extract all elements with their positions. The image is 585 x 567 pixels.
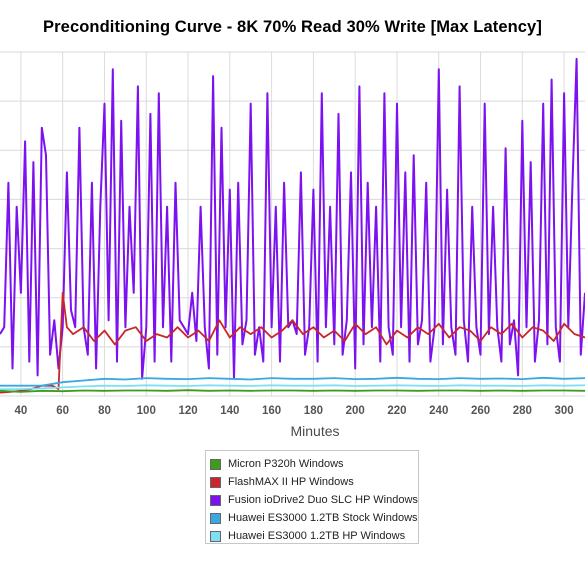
x-tick-label: 120 xyxy=(178,405,197,417)
x-tick-label: 300 xyxy=(555,405,574,417)
x-tick-labels: 40 60 80 100 120 140 160 180 200 220 240 260 280 300 xyxy=(14,405,573,417)
legend-swatch xyxy=(210,530,221,542)
legend-label: Fusion ioDrive2 Duo SLC HP Windows xyxy=(228,494,418,506)
x-tick-label: 60 xyxy=(56,405,69,417)
series-line-3 xyxy=(0,376,585,387)
x-tick-label: 160 xyxy=(262,405,281,417)
x-tick-label: 40 xyxy=(14,405,27,417)
legend-swatch xyxy=(210,494,221,506)
chart-title: Preconditioning Curve - 8K 70% Read 30% … xyxy=(43,18,542,36)
legend-item: Huawei ES3000 1.2TB Stock Windows xyxy=(210,509,418,527)
legend-item: Fusion ioDrive2 Duo SLC HP Windows xyxy=(210,491,418,509)
legend-item: FlashMAX II HP Windows xyxy=(210,473,418,491)
x-tick-label: 100 xyxy=(137,405,156,417)
series-line-4 xyxy=(0,384,585,391)
series-layer xyxy=(0,57,585,394)
legend-label: Huawei ES3000 1.2TB HP Windows xyxy=(228,530,406,542)
legend-swatch xyxy=(210,512,221,524)
x-tick-label: 280 xyxy=(513,405,532,417)
legend-item: Micron P320h Windows xyxy=(210,455,418,473)
x-tick-label: 220 xyxy=(387,405,406,417)
series-line-0 xyxy=(0,389,585,393)
x-tick-label: 260 xyxy=(471,405,490,417)
legend-item: Huawei ES3000 1.2TB HP Windows xyxy=(210,527,418,545)
legend-swatch xyxy=(210,458,221,470)
x-tick-label: 80 xyxy=(98,405,111,417)
chart-plot-area: 40 60 80 100 120 140 160 180 200 220 240 260 280 300 xyxy=(0,51,585,417)
legend-label: FlashMAX II HP Windows xyxy=(228,476,354,488)
x-tick-label: 140 xyxy=(220,405,239,417)
series-line-1 xyxy=(0,291,585,394)
x-tick-label: 200 xyxy=(346,405,365,417)
legend-label: Huawei ES3000 1.2TB Stock Windows xyxy=(228,512,418,524)
legend-label: Micron P320h Windows xyxy=(228,458,344,470)
legend: Micron P320h Windows FlashMAX II HP Windo… xyxy=(205,450,419,544)
x-axis-label: Minutes xyxy=(290,423,340,439)
legend-swatch xyxy=(210,476,221,488)
x-tick-label: 180 xyxy=(304,405,323,417)
x-tick-label: 240 xyxy=(429,405,448,417)
